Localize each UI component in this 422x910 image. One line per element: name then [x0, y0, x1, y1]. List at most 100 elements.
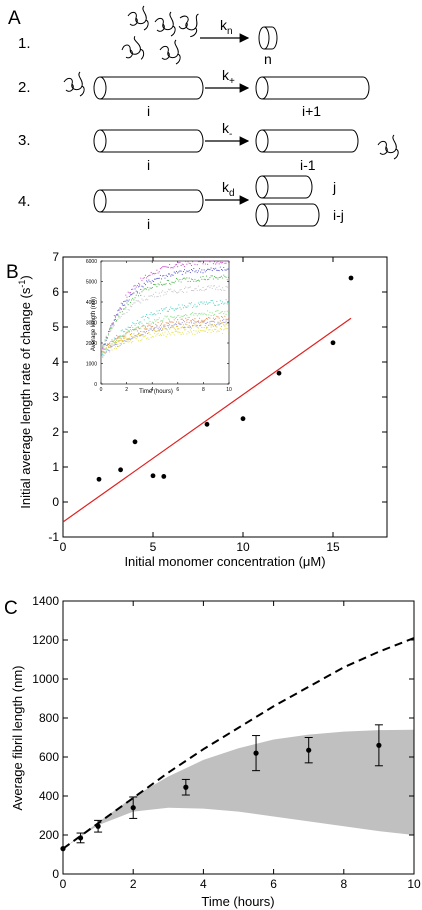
inset-series-point — [184, 265, 186, 268]
inset-series-point — [186, 306, 188, 308]
inset-series-point — [211, 287, 213, 289]
inset-series-point — [218, 324, 220, 326]
inset-series-point — [133, 333, 135, 335]
inset-series-point — [128, 340, 130, 343]
inset-series-point — [163, 334, 165, 336]
inset-series-point — [215, 267, 217, 269]
inset-series-point — [144, 284, 146, 286]
inset-series-point — [197, 320, 199, 322]
inset-series-point — [154, 330, 156, 332]
inset-series-point — [164, 331, 166, 333]
inset-series-point — [160, 329, 163, 332]
inset-series-point — [199, 268, 201, 270]
inset-series-point — [169, 308, 171, 310]
inset-series-point — [178, 280, 180, 282]
inset-series-point — [128, 292, 130, 294]
inset-series-point — [152, 329, 155, 331]
inset-series-point — [224, 311, 226, 313]
inset-series-point — [197, 279, 199, 281]
inset-series-point — [212, 268, 214, 270]
inset-series-point — [186, 321, 188, 323]
inset-series-point — [223, 289, 225, 291]
y-tick-label: 1000 — [86, 361, 97, 367]
inset-series-point — [205, 326, 208, 328]
inset-series-point — [154, 319, 156, 321]
inset-series-point — [193, 319, 195, 321]
inset-series-point — [208, 316, 210, 318]
inset-series-point — [201, 269, 203, 271]
inset-series-point — [177, 266, 179, 268]
inset-series-point — [216, 262, 218, 264]
inset-series-point — [195, 325, 197, 327]
inset-series-point — [119, 337, 121, 339]
inset-series-point — [190, 289, 193, 292]
inset-series-point — [116, 338, 118, 340]
inset-series-point — [186, 319, 188, 321]
inset-series-point — [109, 342, 111, 344]
inset-series-point — [147, 276, 149, 278]
inset-series-point — [227, 276, 229, 278]
inset-series-point — [209, 261, 211, 263]
inset-series-point — [204, 279, 206, 281]
inset-series-point — [119, 342, 121, 344]
inset-series-point — [217, 269, 219, 271]
inset-series-point — [222, 319, 224, 322]
inset-series-point — [224, 275, 226, 277]
inset-series-point — [193, 329, 195, 331]
inset-series-point — [131, 299, 133, 301]
inset-series-point — [147, 337, 149, 339]
inset-series-point — [205, 301, 208, 303]
data-point — [95, 823, 101, 829]
inset-series-point — [121, 329, 123, 331]
inset-series-point — [218, 270, 220, 272]
inset-series-point — [218, 312, 220, 315]
step-2-rate: k+ — [222, 67, 235, 87]
inset-series-point — [135, 323, 137, 325]
inset-series-point — [149, 333, 151, 335]
inset-series-point — [194, 271, 196, 273]
inset-series-point — [208, 268, 210, 270]
inset-series-point — [158, 292, 160, 294]
inset-series-point — [199, 312, 201, 314]
inset-series-point — [173, 266, 175, 268]
inset-series-point — [169, 319, 171, 321]
inset-series-point — [158, 317, 160, 319]
inset-series-point — [171, 325, 173, 327]
inset-series-point — [144, 299, 146, 301]
inset-series-point — [120, 342, 122, 344]
inset-series-point — [144, 288, 146, 290]
y-tick-label: 2 — [52, 425, 59, 439]
inset-series-point — [102, 353, 104, 355]
inset-series-point — [184, 315, 186, 317]
inset-series-point — [181, 304, 183, 306]
inset-series-point — [220, 269, 222, 271]
inset-series-point — [197, 285, 199, 287]
inset-series-point — [154, 332, 156, 334]
inset-series-point — [222, 311, 224, 313]
inset-series-point — [146, 298, 148, 300]
inset-series-point — [205, 328, 208, 330]
inset-series-point — [110, 325, 112, 327]
inset-series-point — [185, 329, 187, 331]
inset-series-point — [215, 263, 217, 265]
inset-series-point — [114, 337, 117, 339]
inset-series-point — [185, 317, 187, 319]
inset-series-point — [211, 324, 213, 326]
inset-series-point — [211, 299, 213, 302]
panel-c-x-axis-label: Time (hours) — [201, 894, 274, 909]
inset-series-point — [108, 333, 110, 335]
inset-series-point — [200, 271, 202, 273]
inset-series-point — [200, 261, 202, 263]
inset-series-point — [222, 269, 224, 271]
inset-series-point — [162, 266, 164, 268]
inset-series-point — [167, 273, 170, 275]
inset-series-point — [159, 327, 161, 330]
inset-series-point — [211, 312, 213, 314]
inset-series-point — [163, 283, 165, 285]
inset-series-point — [156, 286, 158, 288]
inset-series-point — [129, 333, 131, 336]
inset-series-point — [178, 331, 180, 333]
inset-series-point — [216, 326, 218, 328]
inset-series-point — [182, 324, 184, 326]
